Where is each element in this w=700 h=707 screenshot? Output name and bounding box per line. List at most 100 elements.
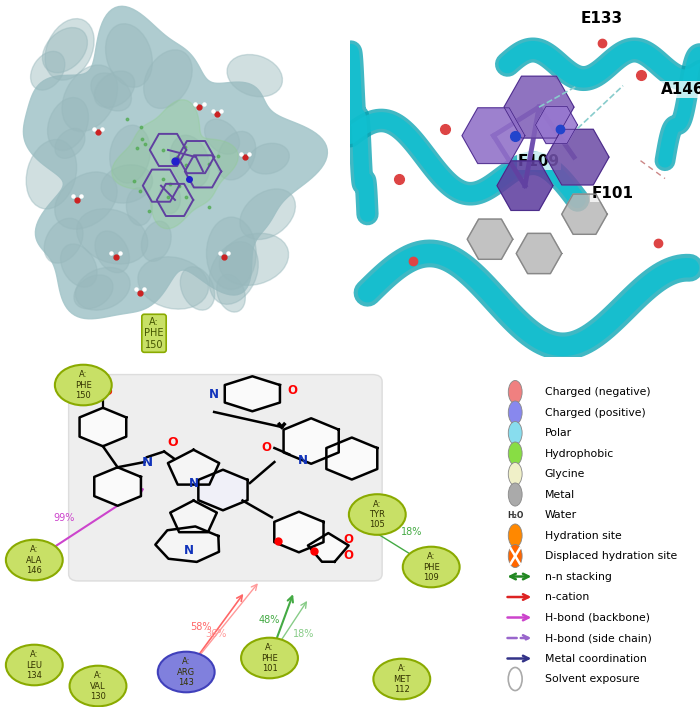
Text: 48%: 48% xyxy=(259,614,280,624)
Text: 58%: 58% xyxy=(190,621,211,631)
Ellipse shape xyxy=(181,267,215,310)
Ellipse shape xyxy=(31,52,65,90)
Ellipse shape xyxy=(138,257,209,309)
Text: N: N xyxy=(188,477,199,490)
Circle shape xyxy=(373,659,430,699)
Ellipse shape xyxy=(26,139,77,209)
Ellipse shape xyxy=(159,182,181,214)
Polygon shape xyxy=(504,76,574,138)
Polygon shape xyxy=(170,501,217,532)
Text: Charged (positive): Charged (positive) xyxy=(545,407,645,418)
Polygon shape xyxy=(225,376,280,411)
Circle shape xyxy=(508,401,522,424)
Text: A:
PHE
109: A: PHE 109 xyxy=(423,552,440,582)
Polygon shape xyxy=(94,467,141,506)
Ellipse shape xyxy=(61,244,97,287)
Text: N: N xyxy=(209,388,219,401)
Text: Metal coordination: Metal coordination xyxy=(545,653,646,663)
Text: N: N xyxy=(183,544,194,556)
Ellipse shape xyxy=(219,233,288,286)
Text: A:
MET
112: A: MET 112 xyxy=(393,664,410,694)
Ellipse shape xyxy=(240,189,295,240)
Polygon shape xyxy=(80,408,126,446)
Circle shape xyxy=(6,645,63,685)
Circle shape xyxy=(402,547,460,588)
Polygon shape xyxy=(536,107,578,144)
Circle shape xyxy=(508,380,522,404)
Text: n-n stacking: n-n stacking xyxy=(545,571,612,582)
Ellipse shape xyxy=(204,119,239,154)
Ellipse shape xyxy=(217,132,256,180)
Text: 36%: 36% xyxy=(205,629,226,638)
Circle shape xyxy=(508,667,522,691)
Ellipse shape xyxy=(45,18,94,80)
Text: Metal: Metal xyxy=(545,489,575,500)
Ellipse shape xyxy=(110,125,150,183)
Text: A:
PHE
150: A: PHE 150 xyxy=(144,317,164,350)
Ellipse shape xyxy=(227,54,282,97)
Text: O: O xyxy=(261,441,271,454)
Text: A146: A146 xyxy=(661,82,700,97)
Text: A:
VAL
130: A: VAL 130 xyxy=(90,671,106,701)
Ellipse shape xyxy=(141,221,172,262)
Text: A:
ALA
146: A: ALA 146 xyxy=(26,545,43,575)
Polygon shape xyxy=(284,419,339,464)
Text: Solvent exposure: Solvent exposure xyxy=(545,674,639,684)
Ellipse shape xyxy=(94,71,134,107)
Ellipse shape xyxy=(206,217,256,289)
Polygon shape xyxy=(561,194,608,234)
Text: Hydrophobic: Hydrophobic xyxy=(545,448,614,459)
Text: H-bond (backbone): H-bond (backbone) xyxy=(545,612,650,622)
FancyBboxPatch shape xyxy=(69,375,382,581)
Text: A:
TYR
105: A: TYR 105 xyxy=(370,500,385,530)
Text: A:
PHE
150: A: PHE 150 xyxy=(75,370,92,400)
Text: Glycine: Glycine xyxy=(545,469,585,479)
Text: n-cation: n-cation xyxy=(545,592,589,602)
Ellipse shape xyxy=(91,73,132,111)
Text: HO: HO xyxy=(94,387,112,397)
Circle shape xyxy=(69,666,127,706)
Text: N: N xyxy=(141,455,153,469)
Ellipse shape xyxy=(44,218,83,263)
Ellipse shape xyxy=(144,49,193,108)
Polygon shape xyxy=(517,233,561,274)
Ellipse shape xyxy=(217,274,245,312)
Circle shape xyxy=(508,524,522,547)
Text: Polar: Polar xyxy=(545,428,572,438)
Text: A:
LEU
134: A: LEU 134 xyxy=(27,650,42,680)
Text: 99%: 99% xyxy=(53,513,74,523)
Text: Displaced hydration site: Displaced hydration site xyxy=(545,551,677,561)
Polygon shape xyxy=(155,527,219,562)
Ellipse shape xyxy=(170,135,209,188)
Ellipse shape xyxy=(126,187,153,226)
Text: F109: F109 xyxy=(518,153,560,168)
Ellipse shape xyxy=(74,275,113,309)
Polygon shape xyxy=(308,533,349,562)
Text: O: O xyxy=(288,384,298,397)
Text: 18%: 18% xyxy=(293,629,314,638)
Text: Water: Water xyxy=(545,510,577,520)
Polygon shape xyxy=(274,512,323,552)
Text: 18%: 18% xyxy=(401,527,422,537)
Text: H₂O: H₂O xyxy=(507,510,524,520)
Ellipse shape xyxy=(55,172,117,229)
Text: O: O xyxy=(167,436,178,449)
Text: O: O xyxy=(343,533,353,547)
Circle shape xyxy=(508,421,522,445)
Text: Charged (negative): Charged (negative) xyxy=(545,387,650,397)
Polygon shape xyxy=(112,100,238,229)
Ellipse shape xyxy=(209,242,258,304)
Text: O: O xyxy=(343,549,353,562)
Ellipse shape xyxy=(48,98,88,151)
Polygon shape xyxy=(546,129,609,185)
Ellipse shape xyxy=(76,267,130,310)
Polygon shape xyxy=(326,438,377,479)
Circle shape xyxy=(241,638,298,678)
Ellipse shape xyxy=(101,165,153,203)
Ellipse shape xyxy=(55,128,85,158)
Circle shape xyxy=(508,544,522,568)
Circle shape xyxy=(508,483,522,506)
Text: A:
PHE
101: A: PHE 101 xyxy=(261,643,278,673)
Circle shape xyxy=(508,442,522,465)
Text: N: N xyxy=(298,454,308,467)
